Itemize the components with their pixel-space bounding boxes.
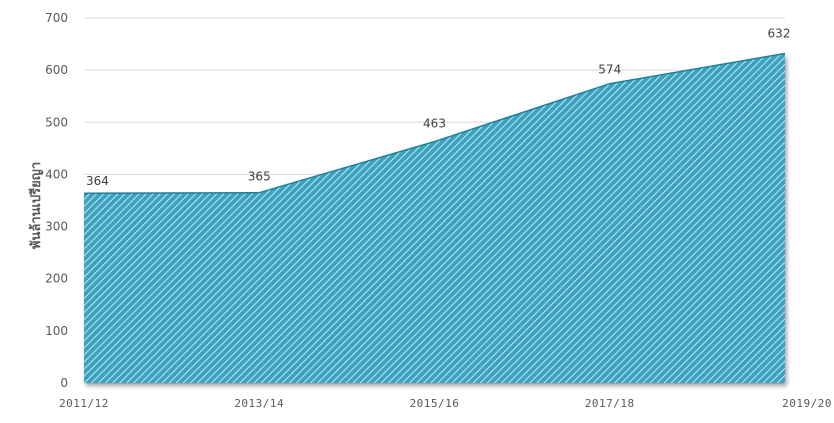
y-tick-label: 600 (45, 63, 68, 77)
y-tick-label: 700 (45, 11, 68, 25)
y-tick-label: 400 (45, 167, 68, 181)
area-fill (84, 53, 785, 383)
data-label: 365 (248, 170, 271, 184)
y-axis-title: พันล้านเปรียญา (28, 162, 44, 249)
x-tick-label: 2013/14 (234, 397, 284, 410)
x-tick-label: 2011/12 (59, 397, 109, 410)
y-tick-label: 0 (60, 376, 68, 390)
y-tick-label: 300 (45, 220, 68, 234)
data-label: 463 (423, 117, 446, 131)
data-labels: 364 365 463 574 632 (86, 26, 790, 188)
y-tick-label: 100 (45, 324, 68, 338)
x-tick-label: 2017/18 (585, 397, 635, 410)
x-tick-label: 2019/20 (782, 397, 832, 410)
y-axis-ticks: 0 100 200 300 400 500 600 700 (45, 11, 68, 390)
y-tick-label: 500 (45, 115, 68, 129)
area-series (83, 52, 786, 383)
data-label: 364 (86, 174, 109, 188)
data-label: 574 (598, 63, 621, 77)
x-tick-label: 2015/16 (410, 397, 460, 410)
y-tick-label: 200 (45, 272, 68, 286)
data-label: 632 (768, 26, 791, 40)
x-axis-ticks: 2011/12 2013/14 2015/16 2017/18 2019/20 (59, 397, 832, 410)
